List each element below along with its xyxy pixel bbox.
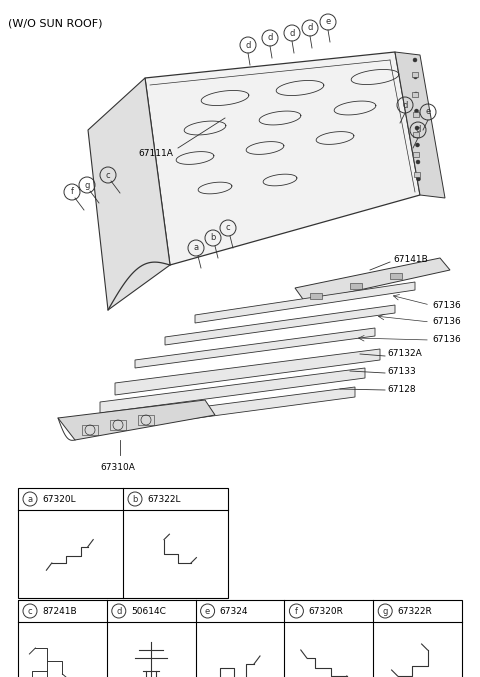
Bar — [138, 415, 154, 425]
Text: d: d — [307, 24, 312, 32]
Text: d: d — [415, 125, 420, 135]
Text: e: e — [205, 607, 210, 615]
Text: 67322L: 67322L — [147, 494, 180, 504]
Circle shape — [416, 143, 420, 147]
Text: 50614C: 50614C — [131, 607, 166, 615]
Text: c: c — [106, 171, 110, 179]
Text: 67324: 67324 — [219, 607, 248, 615]
Polygon shape — [100, 368, 365, 413]
Circle shape — [415, 126, 419, 130]
Text: g: g — [383, 607, 388, 615]
Text: f: f — [71, 188, 73, 196]
Text: d: d — [245, 41, 251, 49]
Bar — [412, 92, 418, 97]
Circle shape — [413, 75, 418, 79]
Text: c: c — [226, 223, 230, 232]
Text: 67128: 67128 — [387, 385, 416, 393]
Text: d: d — [116, 607, 121, 615]
Text: c: c — [28, 607, 32, 615]
Text: b: b — [210, 234, 216, 242]
Text: 67141B: 67141B — [393, 255, 428, 265]
Text: 67136: 67136 — [432, 336, 461, 345]
Circle shape — [416, 160, 420, 164]
Polygon shape — [100, 387, 355, 431]
Polygon shape — [145, 52, 420, 265]
Bar — [310, 293, 322, 299]
Text: 67133: 67133 — [387, 366, 416, 376]
Text: 87241B: 87241B — [42, 607, 77, 615]
Text: d: d — [402, 100, 408, 110]
Text: f: f — [295, 607, 298, 615]
Text: a: a — [193, 244, 199, 253]
Circle shape — [414, 92, 418, 96]
Text: g: g — [84, 181, 90, 190]
Polygon shape — [295, 258, 450, 302]
Polygon shape — [58, 400, 215, 440]
Text: 67320R: 67320R — [308, 607, 343, 615]
Circle shape — [413, 58, 417, 62]
Text: 67136: 67136 — [432, 301, 461, 309]
Polygon shape — [88, 78, 170, 310]
Bar — [413, 172, 420, 177]
Polygon shape — [165, 305, 395, 345]
Text: 67136: 67136 — [432, 318, 461, 326]
Text: e: e — [425, 108, 431, 116]
Text: e: e — [325, 18, 331, 26]
Text: (W/O SUN ROOF): (W/O SUN ROOF) — [8, 18, 103, 28]
Circle shape — [415, 109, 419, 113]
Bar — [390, 273, 402, 279]
Polygon shape — [115, 349, 380, 395]
Text: d: d — [267, 33, 273, 43]
Bar — [413, 152, 419, 157]
Text: d: d — [289, 28, 295, 37]
Text: 67310A: 67310A — [100, 463, 135, 472]
Bar — [413, 112, 419, 117]
Text: 67322R: 67322R — [397, 607, 432, 615]
Bar — [82, 425, 98, 435]
Bar — [413, 132, 419, 137]
Text: 67320L: 67320L — [42, 494, 76, 504]
Polygon shape — [135, 328, 375, 368]
Text: 67111A: 67111A — [138, 148, 173, 158]
Text: a: a — [27, 494, 33, 504]
Polygon shape — [195, 282, 415, 323]
Circle shape — [417, 177, 420, 181]
Text: 67132A: 67132A — [387, 349, 422, 359]
Bar — [412, 72, 418, 77]
Bar — [18, 488, 228, 598]
Text: b: b — [132, 494, 138, 504]
Polygon shape — [395, 52, 445, 198]
Bar — [18, 600, 462, 677]
Bar — [350, 283, 362, 289]
Bar — [110, 420, 126, 430]
